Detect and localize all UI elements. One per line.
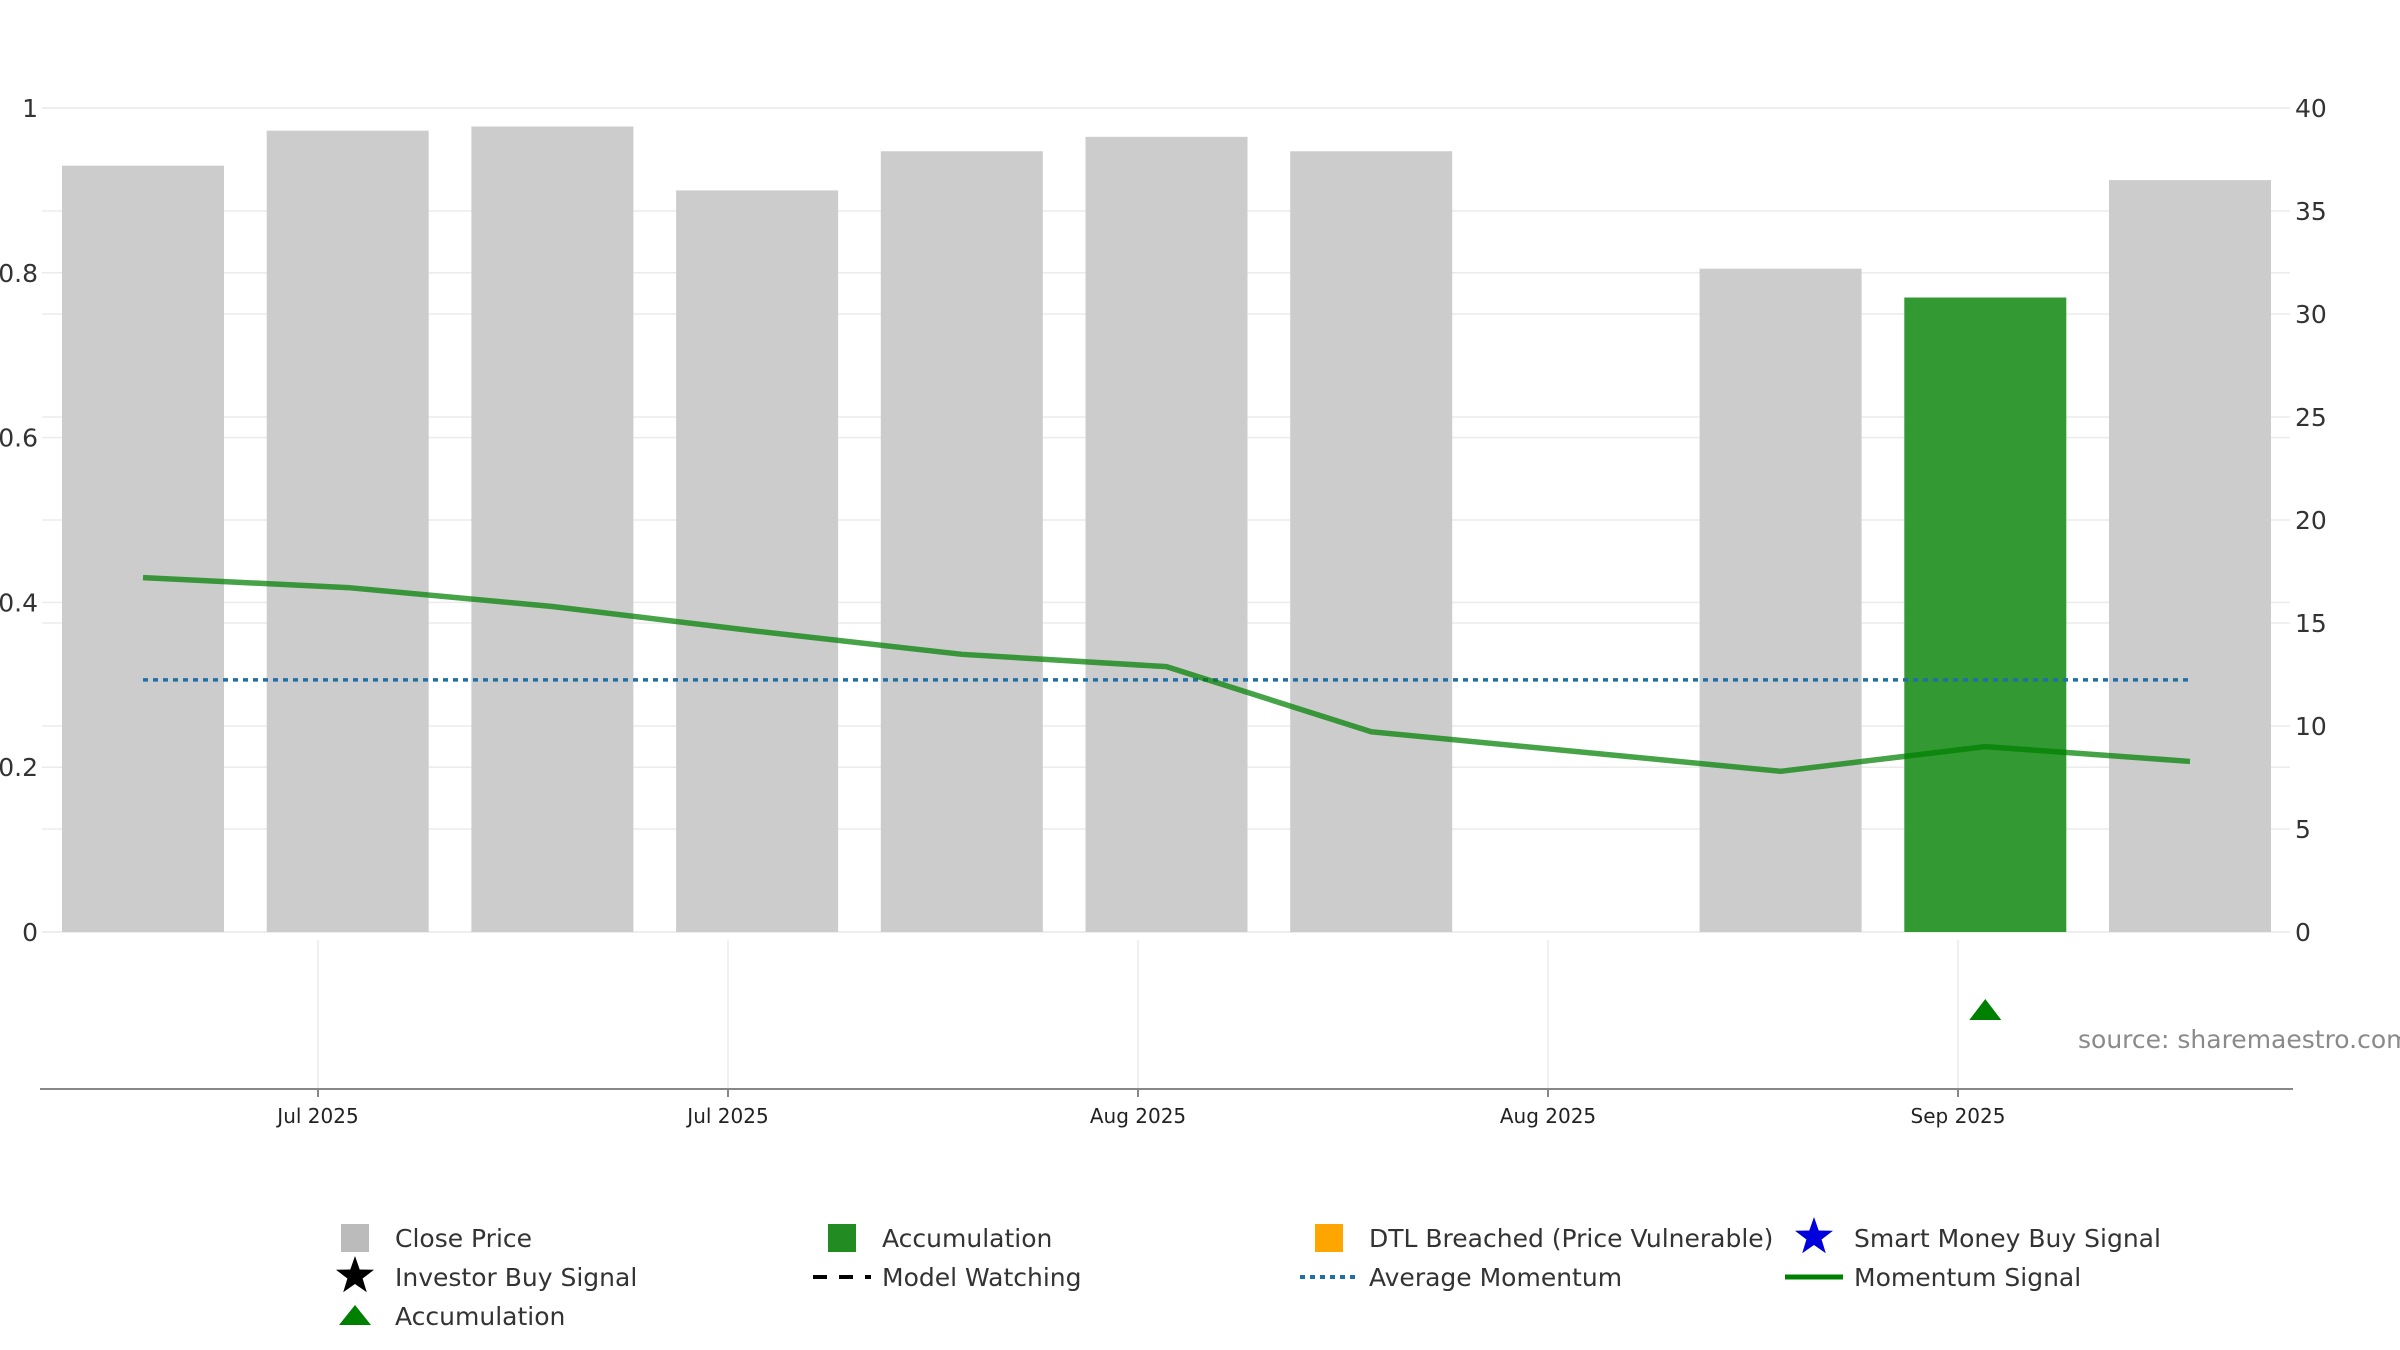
x-tick-label: Aug 2025 — [1090, 1104, 1186, 1128]
legend-item: Smart Money Buy Signal — [1795, 1217, 2161, 1254]
legend-triangle-accumulation — [339, 1305, 371, 1325]
legend-star-investor-buy-signal — [336, 1256, 374, 1293]
right-tick-label: 30 — [2295, 300, 2327, 329]
legend-item: Close Price — [341, 1224, 532, 1253]
close-price-bar — [1699, 268, 1862, 932]
left-tick-label: 1 — [22, 94, 38, 123]
right-tick-label: 40 — [2295, 94, 2327, 123]
legend-item: Model Watching — [813, 1263, 1082, 1292]
left-tick-label: 0.6 — [0, 424, 38, 453]
legend-item: DTL Breached (Price Vulnerable) — [1315, 1224, 1773, 1253]
legend-label: Average Momentum — [1369, 1263, 1622, 1292]
accumulation-marker — [1969, 999, 2002, 1020]
x-tick-label: Jul 2025 — [685, 1104, 768, 1128]
x-tick-label: Jul 2025 — [275, 1104, 358, 1128]
left-tick-label: 0.8 — [0, 259, 38, 288]
right-tick-label: 0 — [2295, 918, 2311, 947]
source-attribution: source: sharemaestro.com — [2078, 1025, 2400, 1054]
x-tick-label: Sep 2025 — [1911, 1104, 2006, 1128]
close-price-bar — [471, 126, 634, 933]
legend-label: Close Price — [395, 1224, 532, 1253]
right-tick-label: 15 — [2295, 609, 2327, 638]
markers-layer — [1969, 999, 2002, 1020]
legend-label: Model Watching — [882, 1263, 1082, 1292]
close-price-bar — [1290, 151, 1453, 932]
momentum-signal-line — [142, 574, 2191, 775]
legend-item: Investor Buy Signal — [336, 1256, 637, 1293]
right-tick-label: 20 — [2295, 506, 2327, 535]
close-price-bar — [266, 130, 429, 932]
bars-layer — [62, 126, 2271, 933]
legend-label: Investor Buy Signal — [395, 1263, 637, 1292]
close-price-bar — [62, 165, 224, 932]
right-tick-label: 25 — [2295, 403, 2327, 432]
left-tick-label: 0 — [22, 918, 38, 947]
right-tick-label: 10 — [2295, 712, 2327, 741]
legend-item: Accumulation — [828, 1224, 1052, 1253]
legend-label: Momentum Signal — [1854, 1263, 2081, 1292]
legend-star-smart-money-buy-signal — [1795, 1217, 1833, 1254]
legend-swatch-accumulation — [828, 1224, 856, 1252]
lines-layer — [142, 574, 2191, 775]
close-price-bar — [1904, 297, 2067, 932]
legend-label: DTL Breached (Price Vulnerable) — [1369, 1224, 1773, 1253]
x-tick-label: Aug 2025 — [1500, 1104, 1596, 1128]
close-price-bar — [880, 151, 1043, 932]
close-price-bar — [2109, 180, 2271, 933]
left-tick-label: 0.2 — [0, 753, 38, 782]
legend-label: Accumulation — [882, 1224, 1052, 1253]
right-tick-label: 35 — [2295, 197, 2327, 226]
legend-swatch-close-price — [341, 1224, 369, 1252]
legend-item: Accumulation — [339, 1302, 565, 1331]
legend-item: Momentum Signal — [1785, 1263, 2081, 1292]
right-tick-label: 5 — [2295, 815, 2311, 844]
legend-item: Average Momentum — [1300, 1263, 1622, 1292]
legend-label: Smart Money Buy Signal — [1854, 1224, 2161, 1253]
close-price-bar — [1085, 136, 1248, 933]
close-price-bar — [676, 190, 839, 932]
left-tick-label: 0.4 — [0, 588, 38, 617]
legend-swatch-dtl-breached-price-vulnerable — [1315, 1224, 1343, 1252]
legend: Close Price Accumulation DTL Breached (Pri… — [336, 1217, 2161, 1331]
legend-label: Accumulation — [395, 1302, 565, 1331]
